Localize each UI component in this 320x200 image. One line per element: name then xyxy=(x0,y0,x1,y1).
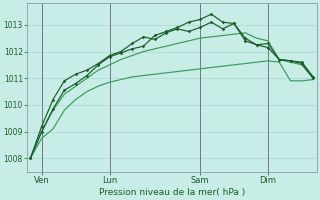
X-axis label: Pression niveau de la mer( hPa ): Pression niveau de la mer( hPa ) xyxy=(99,188,245,197)
